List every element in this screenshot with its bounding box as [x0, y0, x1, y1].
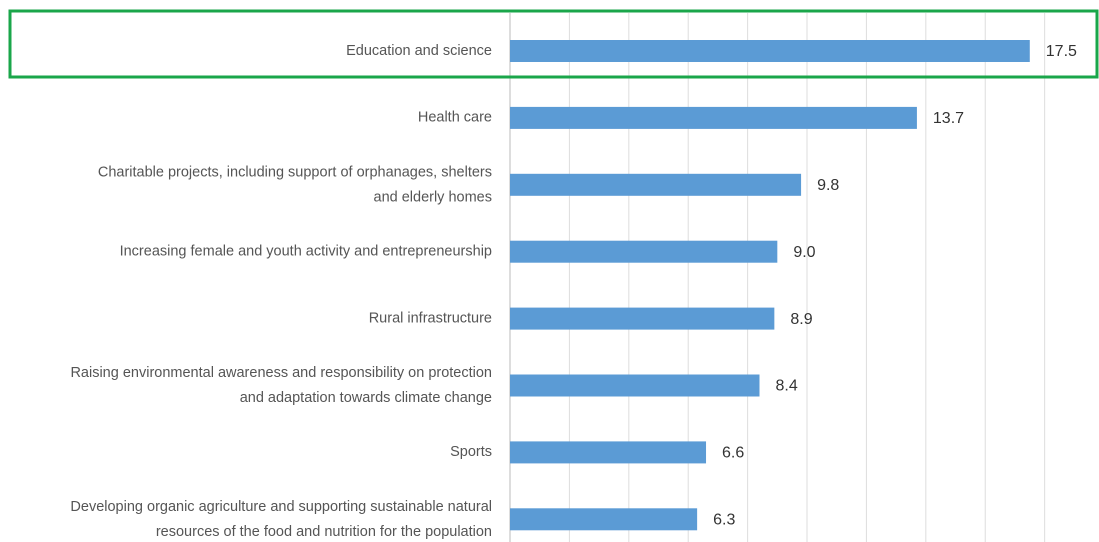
data-label: 8.4	[775, 378, 797, 395]
data-label: 17.5	[1046, 43, 1077, 60]
y-tick-label: Charitable projects, including support o…	[98, 164, 492, 205]
data-label: 13.7	[933, 110, 964, 127]
data-label: 9.0	[793, 244, 815, 261]
data-label: 9.8	[817, 177, 839, 194]
data-label: 6.3	[713, 512, 735, 529]
y-tick-label: Education and science	[346, 43, 492, 59]
bar	[510, 441, 707, 464]
y-tick-label: Developing organic agriculture and suppo…	[70, 499, 492, 540]
bar	[510, 508, 698, 531]
y-tick-label: Rural infrastructure	[369, 310, 492, 326]
bar	[510, 240, 778, 263]
bar	[510, 374, 760, 397]
data-label: 6.6	[722, 445, 744, 462]
highlight-box	[8, 9, 1099, 79]
bar	[510, 307, 775, 330]
bar	[510, 106, 917, 129]
bar	[510, 40, 1030, 62]
y-tick-label: Sports	[450, 444, 492, 460]
y-tick-label: Raising environmental awareness and resp…	[70, 365, 492, 406]
data-label: 8.9	[790, 311, 812, 328]
bar	[510, 173, 802, 196]
plot: Education and science 17.5 Health care 13.7…	[70, 13, 1077, 542]
y-tick-label: Health care	[418, 110, 492, 126]
y-tick-label: Increasing female and youth activity and…	[120, 244, 492, 260]
